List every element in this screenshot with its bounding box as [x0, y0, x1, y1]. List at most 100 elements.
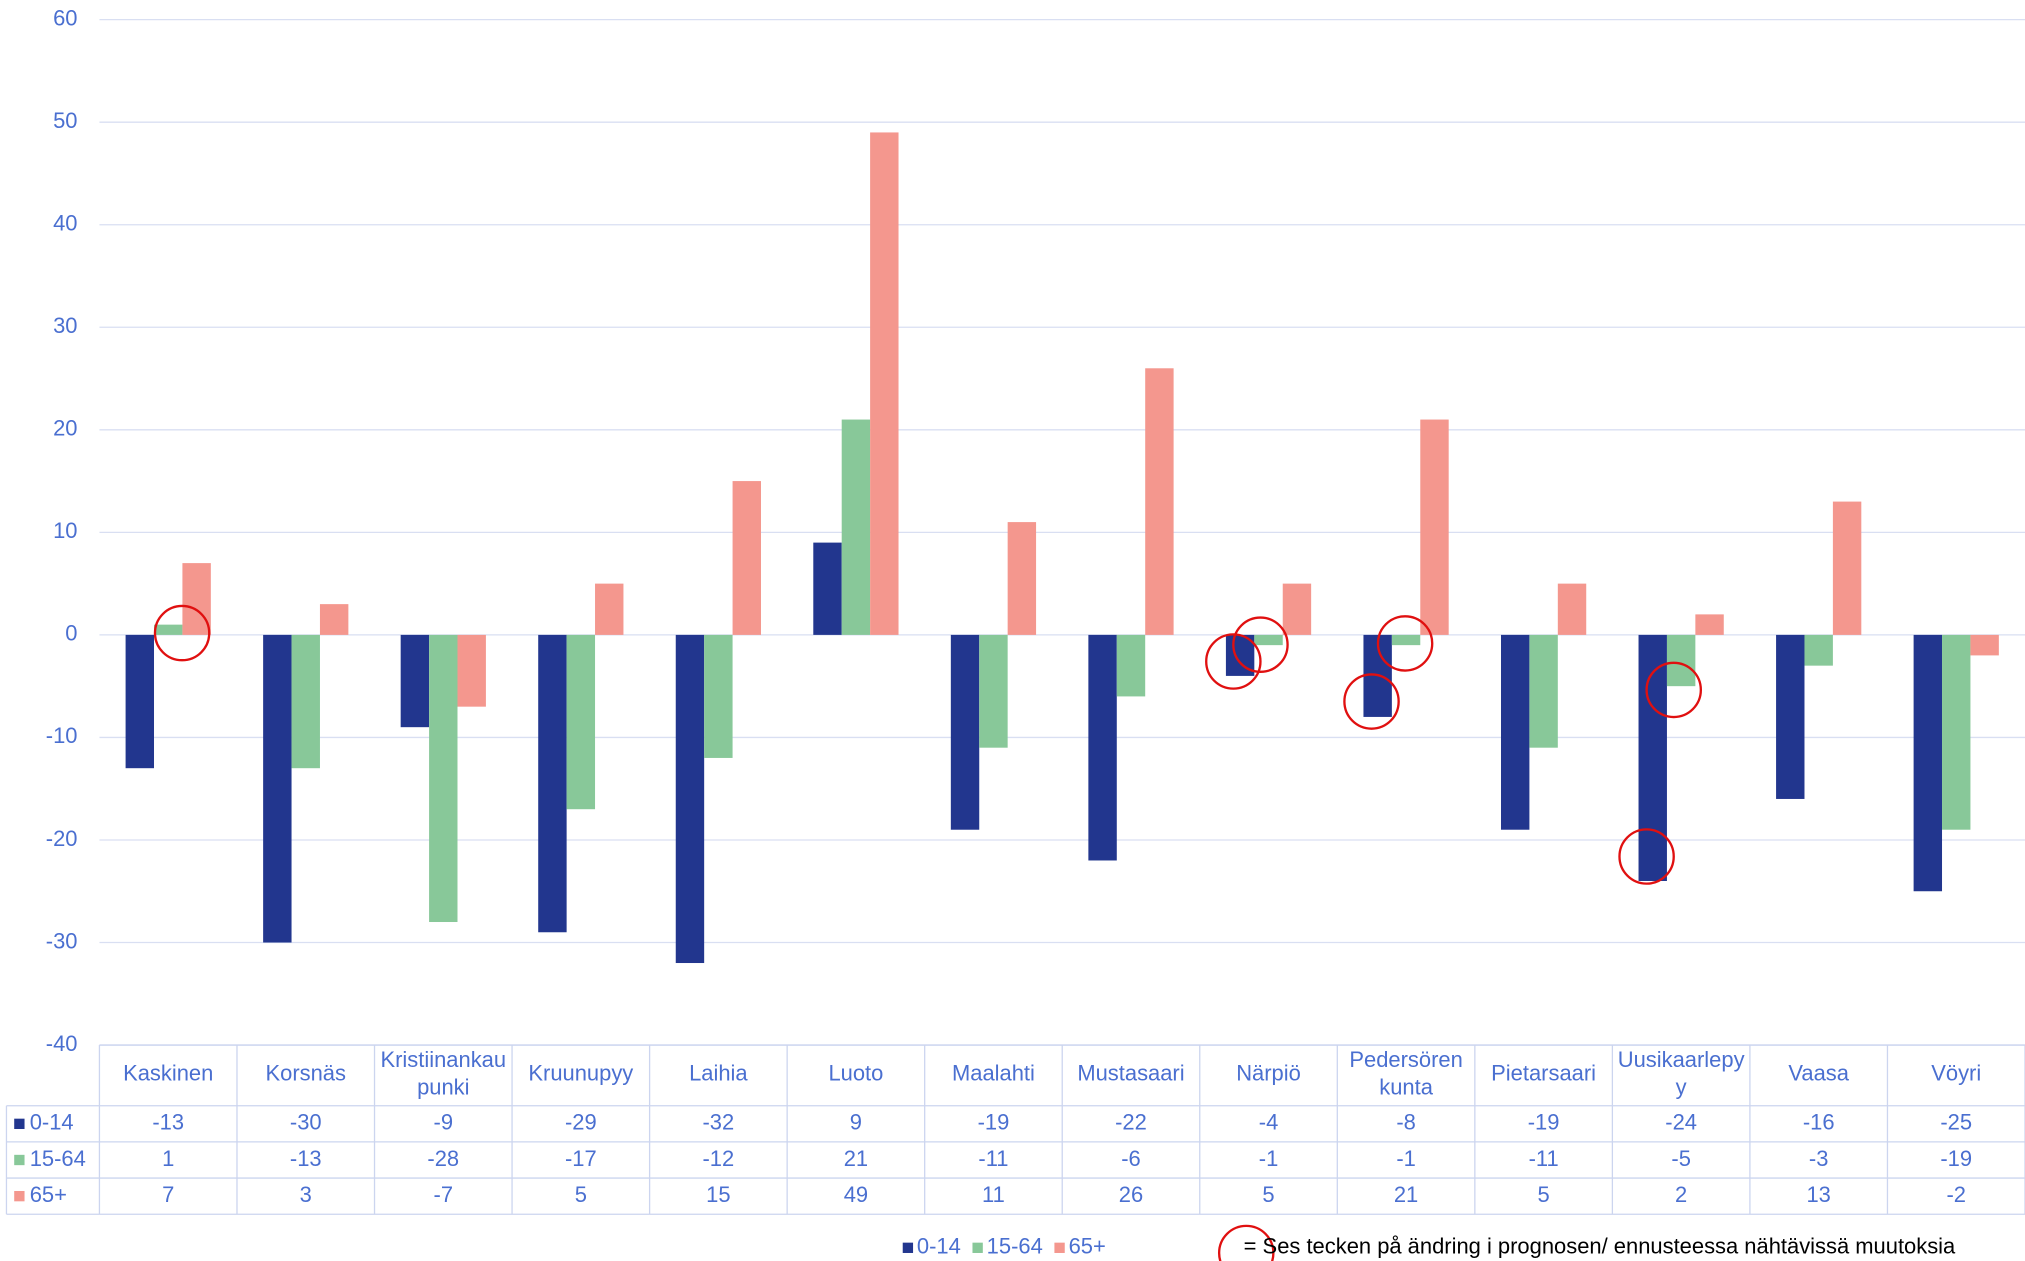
bar: [1695, 614, 1724, 635]
table-value: 1: [162, 1146, 174, 1171]
table-value: -19: [978, 1110, 1010, 1135]
y-tick-label: 40: [53, 211, 77, 236]
legend-label: 65+: [1069, 1234, 1106, 1259]
table-value: 9: [850, 1110, 862, 1135]
table-value: -2: [1946, 1182, 1966, 1207]
legend-swatch: [902, 1242, 914, 1253]
table-value: -7: [434, 1182, 454, 1207]
table-value: -24: [1665, 1110, 1697, 1135]
y-tick-label: -20: [46, 826, 78, 851]
table-value: -11: [978, 1146, 1008, 1171]
bar: [950, 634, 980, 830]
row-swatch: [14, 1154, 25, 1166]
bar: [1832, 501, 1862, 635]
table-value: -22: [1115, 1110, 1147, 1135]
table-value: -9: [434, 1110, 454, 1135]
row-label: 65+: [30, 1182, 67, 1207]
table-value: -11: [1529, 1146, 1559, 1171]
x-tick-label: Kaskinen: [123, 1061, 213, 1086]
x-tick-label: Pedersören kunta: [1349, 1047, 1462, 1099]
bar: [291, 634, 320, 769]
bar: [1913, 634, 1943, 892]
y-tick-label: -30: [46, 928, 78, 953]
bar: [841, 419, 871, 635]
table-value: -13: [290, 1146, 322, 1171]
y-tick-label: 60: [53, 5, 77, 30]
bar: [732, 481, 761, 635]
x-tick-label: Mustasaari: [1077, 1061, 1184, 1086]
table-value: -16: [1803, 1110, 1835, 1135]
row-label: 0-14: [30, 1110, 74, 1135]
bar: [1970, 634, 1999, 656]
bar: [1529, 634, 1558, 748]
bar: [400, 634, 430, 728]
bar: [1116, 634, 1146, 697]
x-tick-label: Maalahti: [952, 1061, 1035, 1086]
bar: [675, 634, 705, 964]
bar: [538, 634, 567, 933]
table-value: -13: [152, 1110, 184, 1135]
table-value: -19: [1528, 1110, 1560, 1135]
table-value: 15: [706, 1182, 730, 1207]
table-value: -12: [703, 1146, 735, 1171]
table-value: -29: [565, 1110, 597, 1135]
table-value: -6: [1121, 1146, 1141, 1171]
table-value: 5: [1538, 1182, 1550, 1207]
x-tick-label: Luoto: [828, 1061, 883, 1086]
bar: [813, 542, 842, 635]
table-value: -17: [565, 1146, 597, 1171]
plot: -40 -30 -20 -10 0 10 20 30 40 50 60 0-14 15-64 65+ Kas…: [5, 5, 2025, 1259]
table-value: -1: [1259, 1146, 1279, 1171]
bar: [595, 583, 624, 635]
table-value: 13: [1806, 1182, 1830, 1207]
bar: [1638, 634, 1667, 881]
table-value: 21: [844, 1146, 868, 1171]
y-tick-label: 0: [65, 621, 77, 646]
table-value: 5: [575, 1182, 587, 1207]
bar: [1666, 634, 1696, 687]
bar: [1254, 634, 1283, 646]
ring: [1618, 828, 1675, 885]
ring: [1376, 615, 1434, 672]
legend-label: 0-14: [917, 1234, 961, 1259]
x-tick-label: Uusikaarlepy y: [1618, 1047, 1745, 1099]
ring: [1217, 1224, 1275, 1261]
ring: [1205, 633, 1262, 690]
ring: [1343, 673, 1400, 730]
row-swatch: [14, 1118, 25, 1130]
x-tick-label: Vöyri: [1931, 1061, 1981, 1086]
bar: [1420, 419, 1449, 635]
legend-swatch: [1054, 1242, 1065, 1253]
bar: [1500, 634, 1530, 830]
legend-swatch: [972, 1242, 983, 1253]
table-value: -25: [1940, 1110, 1972, 1135]
y-tick-label: 20: [53, 416, 77, 441]
table-value: 21: [1394, 1182, 1418, 1207]
ring: [153, 604, 211, 662]
table-value: -5: [1671, 1146, 1691, 1171]
bar: [1804, 634, 1833, 666]
table-value: 5: [1262, 1182, 1274, 1207]
bar: [1557, 583, 1587, 635]
y-tick-label: 10: [53, 518, 77, 543]
bar: [429, 634, 458, 923]
bar: [1391, 634, 1421, 646]
table-value: 11: [982, 1182, 1005, 1207]
y-tick-label: -10: [46, 723, 78, 748]
table-value: -28: [427, 1146, 459, 1171]
table-value: -32: [703, 1110, 735, 1135]
bar: [125, 634, 155, 769]
table-value: 2: [1675, 1182, 1687, 1207]
bar: [870, 132, 899, 635]
x-tick-label: Korsnäs: [266, 1061, 347, 1086]
x-tick-label: Närpiö: [1236, 1061, 1301, 1086]
y-tick-label: -40: [46, 1031, 78, 1056]
table-value: 26: [1119, 1182, 1143, 1207]
table-value: 3: [300, 1182, 312, 1207]
bar: [1088, 634, 1117, 861]
highlight-rings: [153, 604, 1703, 1261]
bar: [1007, 522, 1037, 635]
ring: [1645, 661, 1703, 719]
bar: [1776, 634, 1805, 799]
